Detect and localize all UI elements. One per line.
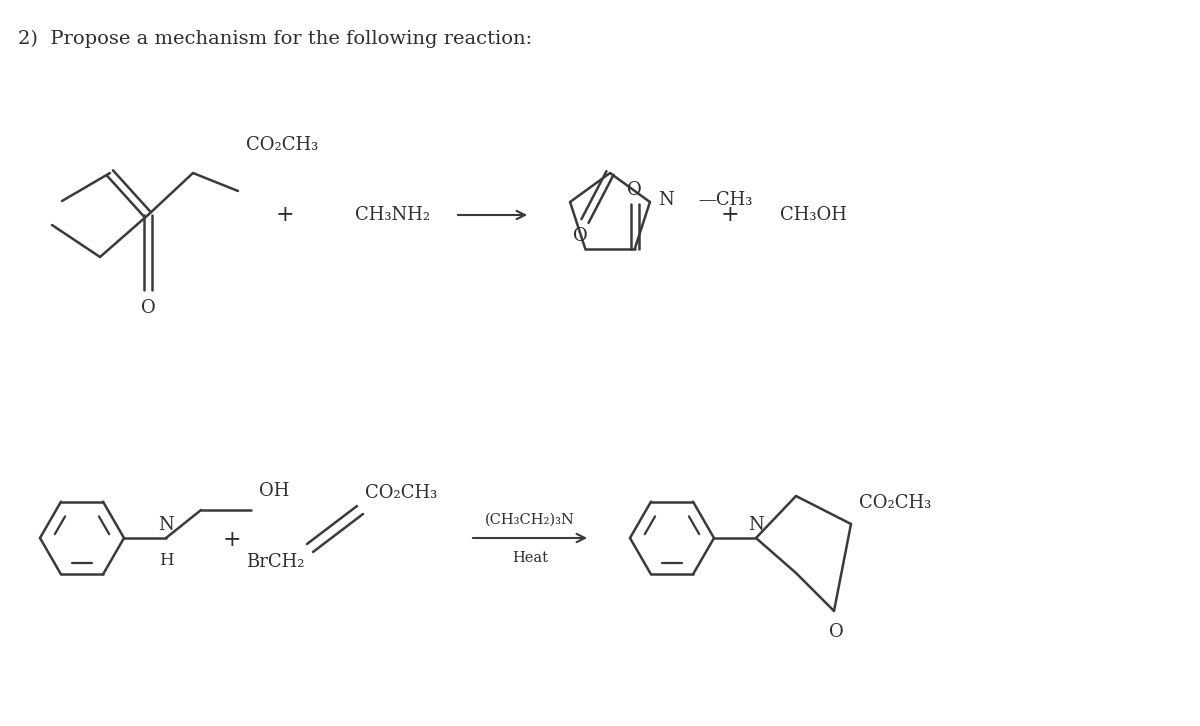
Text: O: O	[829, 623, 844, 641]
Text: O: O	[628, 181, 642, 199]
Text: +: +	[223, 529, 241, 551]
Text: CH₃NH₂: CH₃NH₂	[355, 206, 430, 224]
Text: O: O	[572, 227, 587, 245]
Text: BrCH₂: BrCH₂	[246, 553, 305, 571]
Text: +: +	[276, 204, 294, 226]
Text: CH₃OH: CH₃OH	[780, 206, 847, 224]
Text: N: N	[158, 516, 174, 534]
Text: 2)  Propose a mechanism for the following reaction:: 2) Propose a mechanism for the following…	[18, 30, 532, 48]
Text: CO₂CH₃: CO₂CH₃	[365, 484, 437, 502]
Text: —CH₃: —CH₃	[698, 191, 752, 209]
Text: N: N	[748, 516, 764, 534]
Text: N: N	[658, 191, 673, 209]
Text: H: H	[158, 552, 173, 569]
Text: (CH₃CH₂)₃N: (CH₃CH₂)₃N	[485, 513, 575, 527]
Text: CO₂CH₃: CO₂CH₃	[859, 494, 931, 512]
Text: OH: OH	[259, 482, 289, 500]
Text: O: O	[140, 299, 155, 317]
Text: Heat: Heat	[512, 551, 548, 565]
Text: +: +	[721, 204, 739, 226]
Text: CO₂CH₃: CO₂CH₃	[246, 136, 318, 154]
